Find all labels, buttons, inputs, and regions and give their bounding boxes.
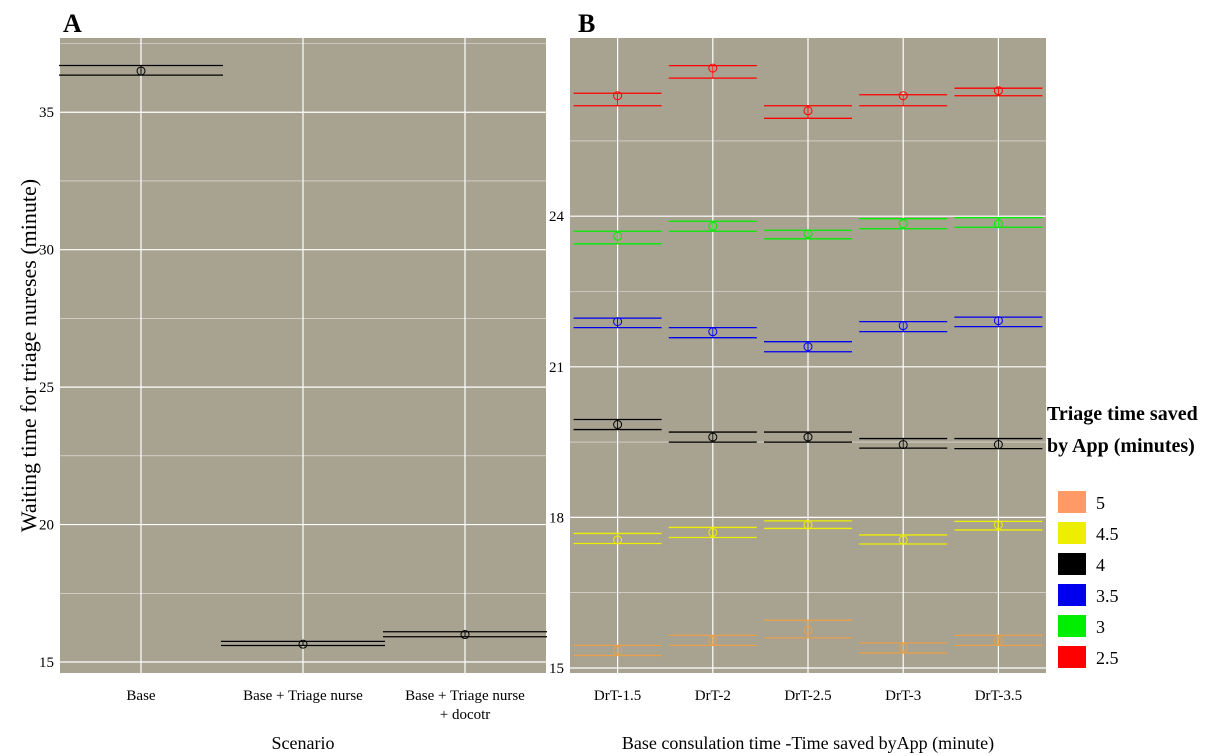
- series-3: [573, 217, 1043, 245]
- legend-swatch-4-5: [1058, 522, 1086, 544]
- y-tick-label: 35: [39, 105, 54, 121]
- legend-label-4-5: 4.5: [1096, 524, 1119, 544]
- series-4-5: [573, 520, 1043, 545]
- legend-swatch-3: [1058, 615, 1086, 637]
- mean-point: [708, 327, 718, 337]
- mean-point: [708, 527, 718, 537]
- panel-a-letter: A: [63, 9, 82, 38]
- x-tick-label-docotr: + docotr: [440, 707, 491, 723]
- y-tick-label: 24: [549, 209, 565, 225]
- mean-point: [708, 63, 718, 73]
- panel-a: 15 20 25 30 35 Base Base + Triage nurse Base + …: [16, 38, 547, 753]
- x-axis-title: Base consulation time -Time saved byApp …: [622, 733, 994, 754]
- legend-label-3-5: 3.5: [1096, 586, 1119, 606]
- mean-point: [803, 229, 813, 239]
- mean-point: [993, 316, 1003, 326]
- mean-point: [708, 635, 718, 645]
- series-3-5: [573, 316, 1043, 353]
- mean-point: [613, 420, 623, 430]
- legend-label-3: 3: [1096, 617, 1105, 637]
- legend-swatch-5: [1058, 491, 1086, 513]
- mean-point: [898, 91, 908, 101]
- y-axis-title: Waiting time for triage nureses (minute): [16, 179, 41, 532]
- mean-point: [613, 645, 623, 655]
- mean-point: [613, 91, 623, 101]
- y-tick-label: 20: [39, 518, 54, 534]
- mean-point: [803, 106, 813, 116]
- y-tick-label: 25: [39, 380, 54, 396]
- x-tick-label-base: Base: [126, 688, 156, 704]
- mean-point: [993, 219, 1003, 229]
- legend: Triage time saved by App (minutes) 5 4.5 4 3.…: [1047, 403, 1198, 668]
- x-tick-label-base-triage-nurse: Base + Triage nurse: [243, 688, 363, 704]
- mean-point: [298, 639, 308, 649]
- y-tick-label: 21: [549, 360, 564, 376]
- panel-b-letter: B: [578, 9, 595, 38]
- series-4: [573, 418, 1043, 450]
- legend-label-2-5: 2.5: [1096, 648, 1119, 668]
- mean-point: [708, 432, 718, 442]
- mean-point: [993, 86, 1003, 96]
- y-tick-label: 15: [549, 661, 564, 677]
- series-5: [573, 619, 1043, 657]
- mean-point: [803, 432, 813, 442]
- x-axis-title: Scenario: [272, 733, 335, 753]
- mean-point: [898, 219, 908, 229]
- mean-point: [993, 520, 1003, 530]
- series-main: [59, 64, 547, 649]
- mean-point: [803, 342, 813, 352]
- x-tick-label-drt-3: DrT-3: [885, 688, 921, 704]
- x-tick-label-drt-2: DrT-2: [695, 688, 731, 704]
- series-2-5: [573, 63, 1043, 119]
- legend-swatch-2-5: [1058, 646, 1086, 668]
- mean-point: [898, 535, 908, 545]
- mean-point: [136, 66, 146, 76]
- mean-point: [613, 535, 623, 545]
- y-tick-label: 18: [549, 510, 564, 526]
- x-tick-label-drt-2-5: DrT-2.5: [784, 688, 831, 704]
- mean-point: [993, 635, 1003, 645]
- mean-point: [613, 317, 623, 327]
- panel-b: 15 18 21 24 DrT-1.5 DrT-2 DrT-2.5 DrT-3 DrT-3.5 B…: [549, 38, 1046, 754]
- mean-point: [803, 520, 813, 530]
- mean-point: [613, 231, 623, 241]
- mean-point: [898, 321, 908, 331]
- legend-swatch-4: [1058, 553, 1086, 575]
- legend-swatch-3-5: [1058, 584, 1086, 606]
- mean-point: [708, 221, 718, 231]
- legend-label-4: 4: [1096, 555, 1105, 575]
- y-tick-label: 30: [39, 243, 54, 259]
- mean-point: [898, 440, 908, 450]
- mean-point: [460, 630, 470, 640]
- legend-label-5: 5: [1096, 493, 1105, 513]
- legend-title: by App (minutes): [1047, 435, 1195, 457]
- x-tick-label-base-triage-nurse: Base + Triage nurse: [405, 688, 525, 704]
- mean-point: [993, 440, 1003, 450]
- legend-title: Triage time saved: [1047, 403, 1198, 425]
- x-tick-label-drt-3-5: DrT-3.5: [975, 688, 1022, 704]
- mean-point: [803, 625, 813, 635]
- mean-point: [898, 643, 908, 653]
- x-tick-label-drt-1-5: DrT-1.5: [594, 688, 641, 704]
- y-tick-label: 15: [39, 655, 54, 671]
